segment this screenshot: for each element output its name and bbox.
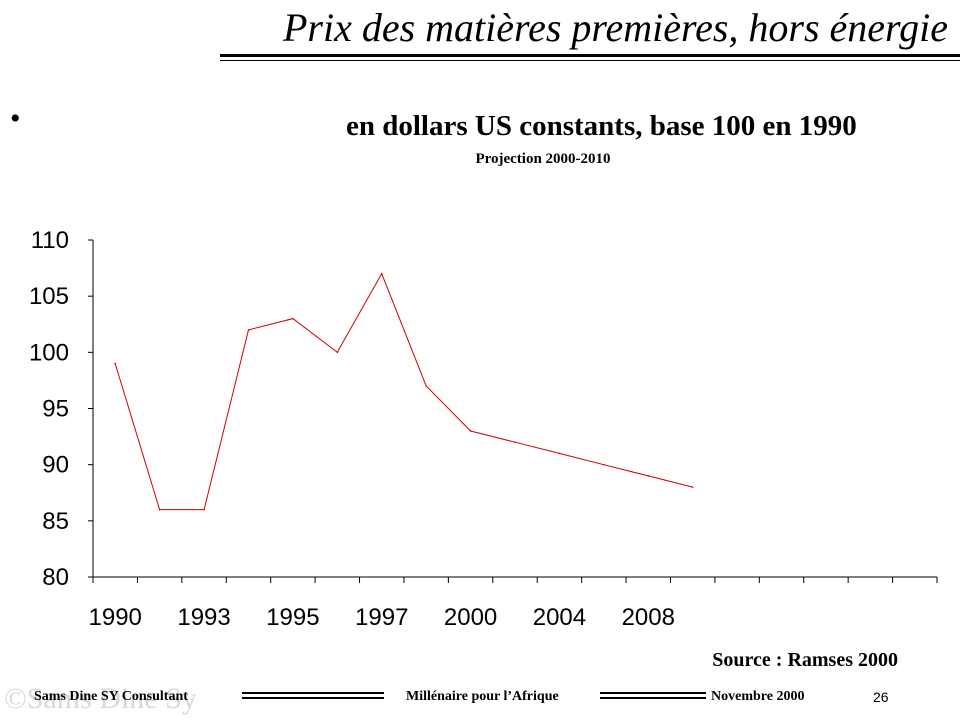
y-tick-label: 80 <box>42 564 69 591</box>
x-tick-label: 2004 <box>533 604 586 631</box>
data-point <box>292 317 294 320</box>
y-tick-label: 105 <box>29 283 69 310</box>
data-point <box>158 508 161 511</box>
x-tick-label: 2000 <box>444 604 497 631</box>
x-tick-label: 1990 <box>89 604 142 631</box>
source-note: Source : Ramses 2000 <box>712 649 898 671</box>
series-line <box>114 272 693 511</box>
series-group <box>114 272 694 511</box>
data-point <box>469 430 472 432</box>
data-point <box>203 508 205 511</box>
data-point <box>514 441 516 443</box>
data-point <box>425 385 427 387</box>
data-point <box>380 272 383 275</box>
page-number: 26 <box>873 689 889 705</box>
slide-footer: Sams Dine SY Consultant Millénaire pour … <box>0 688 960 720</box>
x-tick-label: 1995 <box>266 604 319 631</box>
data-point <box>247 329 250 331</box>
y-tick-label: 85 <box>42 508 69 535</box>
slide-title: Prix des matières premières, hors énergi… <box>282 5 948 50</box>
x-tick-label: 2008 <box>622 604 675 631</box>
y-tick-label: 110 <box>31 227 69 254</box>
footer-rule-left <box>242 692 384 702</box>
y-tick-label: 90 <box>42 452 69 479</box>
copyright-watermark: ©Sams Dine Sy <box>4 682 197 715</box>
title-divider <box>220 54 960 57</box>
x-tick-label: 1997 <box>355 604 408 631</box>
data-point <box>114 362 117 365</box>
data-point <box>336 351 339 354</box>
y-tick-label: 100 <box>29 339 69 366</box>
footer-rule-right <box>600 692 706 702</box>
projection-note: Projection 2000-2010 <box>475 151 611 167</box>
x-axis: 1990 1993 1995 1997 2000 2004 2008 <box>89 576 938 631</box>
bullet-point: • <box>10 102 21 135</box>
price-line-chart: 80 85 90 95 100 105 110 1990 1993 1995 1997 2000 20… <box>29 227 938 631</box>
data-point <box>558 452 561 455</box>
data-point <box>647 475 650 477</box>
data-point <box>691 486 694 488</box>
x-tick-label: 1993 <box>177 604 230 631</box>
footer-date: Novembre 2000 <box>711 689 805 704</box>
title-divider-thin <box>220 60 960 61</box>
footer-author: Sams Dine SY Consultant <box>34 689 188 704</box>
data-point <box>603 463 605 466</box>
chart-subtitle: en dollars US constants, base 100 en 199… <box>346 110 857 142</box>
y-tick-label: 95 <box>42 396 69 423</box>
footer-center: Millénaire pour l’Afrique <box>406 689 559 704</box>
y-axis: 80 85 90 95 100 105 110 <box>29 227 94 591</box>
